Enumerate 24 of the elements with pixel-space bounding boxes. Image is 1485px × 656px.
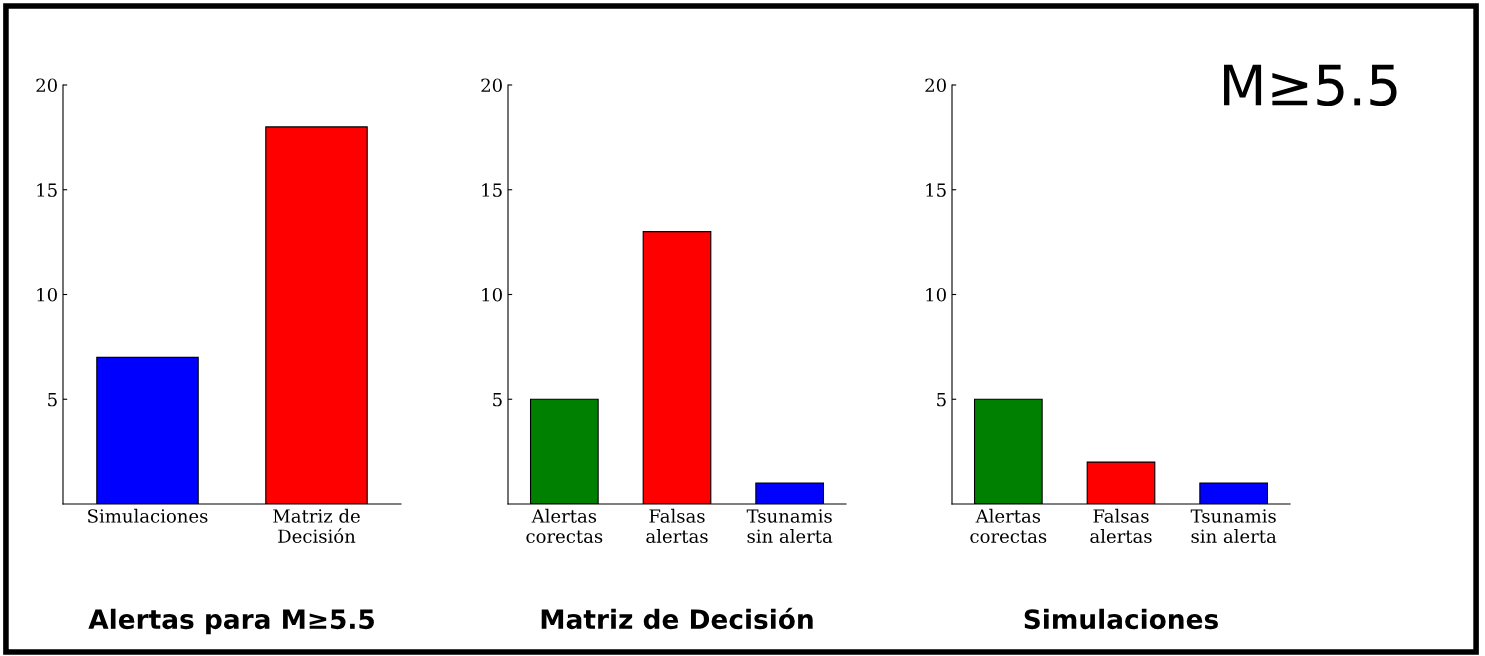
x-tick-label: Alertas corectas <box>970 508 1047 544</box>
y-tick-label: 15 <box>482 183 502 197</box>
x-tick-label: Tsunamis sin alerta <box>1190 509 1277 544</box>
text: Alertas para M≥5.5 <box>88 608 374 635</box>
y-tick-label: 5 <box>937 392 946 407</box>
annotation: M≥5.5 <box>1224 64 1397 107</box>
y-tick-label: 20 <box>925 78 946 93</box>
x-tick-label: Falsas alertas <box>646 508 708 544</box>
x-tick-label: Tsunamis sin alerta <box>746 509 833 544</box>
y-tick-label: 20 <box>36 78 57 93</box>
y-tick-label: 10 <box>482 287 502 302</box>
x-tick-label: Falsas alertas <box>1090 508 1152 544</box>
x-tick-label: Matriz de Decisión <box>273 508 360 544</box>
y-tick-label: 10 <box>37 287 57 302</box>
y-tick-label: 15 <box>37 183 57 197</box>
x-tick-label: Alertas corectas <box>526 508 603 544</box>
text: Matriz de Decisión <box>541 607 813 630</box>
y-tick-label: 5 <box>48 392 57 407</box>
text: Simulaciones <box>1024 608 1218 630</box>
y-tick-label: 15 <box>926 183 946 197</box>
x-tick-label: Simulaciones <box>88 508 208 523</box>
y-tick-label: 10 <box>926 287 946 302</box>
y-tick-label: 20 <box>481 78 502 93</box>
y-tick-label: 5 <box>493 392 502 407</box>
